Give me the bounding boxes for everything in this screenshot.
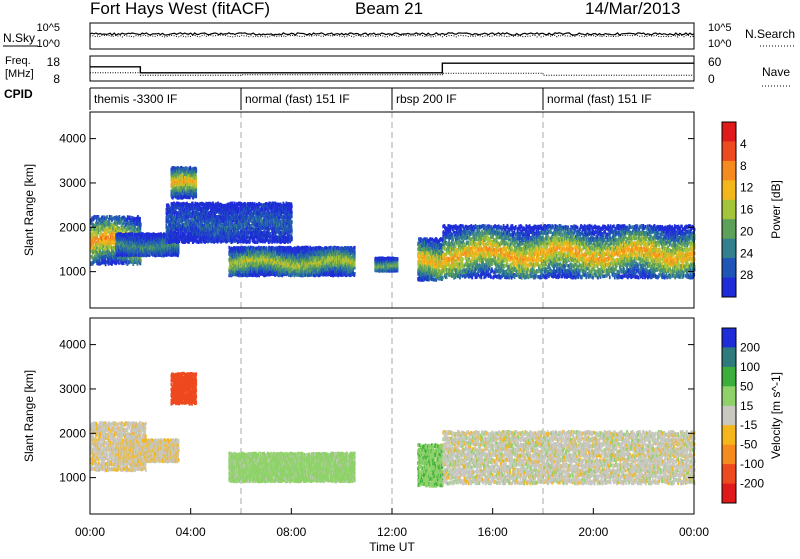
cpid-segment-label: normal (fast) 151 IF: [245, 92, 350, 106]
beam-title: Beam 21: [355, 0, 423, 18]
noise-left-label: N.Sky: [3, 31, 35, 45]
freq-label-line2: [MHz]: [5, 68, 34, 80]
echo-cell: [106, 215, 108, 219]
echo-cell: [140, 223, 142, 227]
echo-cell: [207, 207, 209, 211]
freq-tick-high: 18: [47, 55, 61, 69]
frequency-trace: [90, 63, 694, 73]
echo-cell: [254, 240, 256, 244]
echo-cell: [268, 228, 270, 232]
noise-panel: 10^5 10^0 N.Sky 10^5 10^0 N.Search: [3, 22, 795, 50]
station-title: Fort Hays West (fitACF): [90, 0, 270, 18]
echo-cell: [130, 222, 132, 226]
echo-cell: [187, 167, 189, 171]
echo-cell: [195, 188, 197, 192]
frequency-panel: Freq. [MHz] 18 8 60 0 Nave: [5, 55, 790, 86]
date-title: 14/Mar/2013: [585, 0, 680, 18]
echo-cell: [96, 246, 98, 250]
echo-cell: [178, 247, 180, 251]
cpid-label: CPID: [4, 87, 33, 101]
cpid-segment-label: normal (fast) 151 IF: [547, 92, 652, 106]
echo-cell: [195, 182, 197, 186]
echo-cell: [96, 236, 98, 240]
echo-cell: [128, 261, 130, 265]
cpid-row: CPID themis -3300 IF normal (fast) 151 IF…: [4, 87, 694, 110]
noise-right-label: N.Search: [745, 27, 795, 41]
echo-cell: [140, 259, 142, 263]
nave-tick-low: 0: [708, 72, 715, 86]
noise-trace: [90, 33, 694, 35]
cpid-segment-label: themis -3300 IF: [94, 92, 177, 106]
frequency-panel-frame: [90, 56, 694, 81]
echo-cell: [140, 226, 142, 230]
nave-label: Nave: [762, 65, 790, 79]
power-cells: [90, 112, 695, 308]
echo-cell: [95, 215, 97, 219]
echo-cell: [231, 220, 233, 224]
echo-cell: [178, 244, 180, 248]
cpid-segment-label: rbsp 200 IF: [396, 92, 457, 106]
echo-cell: [139, 217, 141, 221]
echo-cell: [195, 193, 197, 197]
echo-cell: [195, 173, 197, 177]
noise-right-tick-high: 10^5: [708, 22, 732, 34]
noise-right-tick-low: 10^0: [708, 38, 732, 50]
echo-cell: [249, 240, 251, 244]
noise-search-trace: [90, 35, 694, 37]
echo-cell: [270, 232, 272, 236]
nave-tick-high: 60: [708, 55, 722, 69]
freq-tick-low: 8: [53, 72, 60, 86]
echo-cell: [98, 228, 100, 232]
echo-cell: [184, 207, 186, 211]
freq-label-line1: Freq.: [5, 55, 31, 67]
noise-left-tick-low: 10^0: [36, 38, 60, 50]
noise-left-tick-high: 10^5: [36, 22, 60, 34]
echo-cell: [93, 233, 95, 237]
echo-cell: [195, 176, 197, 180]
echo-cell: [179, 240, 181, 244]
echo-cell: [195, 168, 197, 172]
echo-cell: [132, 263, 134, 267]
